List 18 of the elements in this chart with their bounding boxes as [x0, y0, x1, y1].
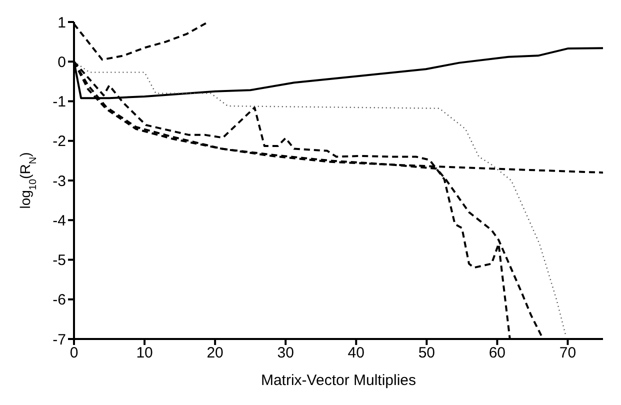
y-tick-label: -4: [52, 212, 66, 230]
x-tick-label: 20: [206, 344, 224, 362]
x-tick-label: 50: [418, 344, 436, 362]
y-tick-label: -1: [52, 94, 66, 111]
x-tick-label: 30: [277, 344, 294, 362]
y-tick-label: -2: [52, 133, 66, 150]
x-tick-label: 10: [136, 344, 153, 362]
y-tick-label: 0: [58, 54, 66, 71]
x-tick-label: 70: [559, 344, 576, 362]
y-tick-label: -6: [52, 292, 66, 309]
y-tick-label: -3: [52, 172, 66, 190]
y-tick-label: -7: [52, 331, 66, 348]
y-tick-label: 1: [58, 14, 66, 32]
x-tick-label: 0: [70, 344, 78, 362]
y-tick-label: -5: [52, 252, 66, 270]
x-tick-label: 60: [488, 344, 506, 362]
x-tick-label: 40: [348, 344, 364, 362]
x-axis-title: Matrix-Vector Multiplies: [260, 372, 416, 389]
